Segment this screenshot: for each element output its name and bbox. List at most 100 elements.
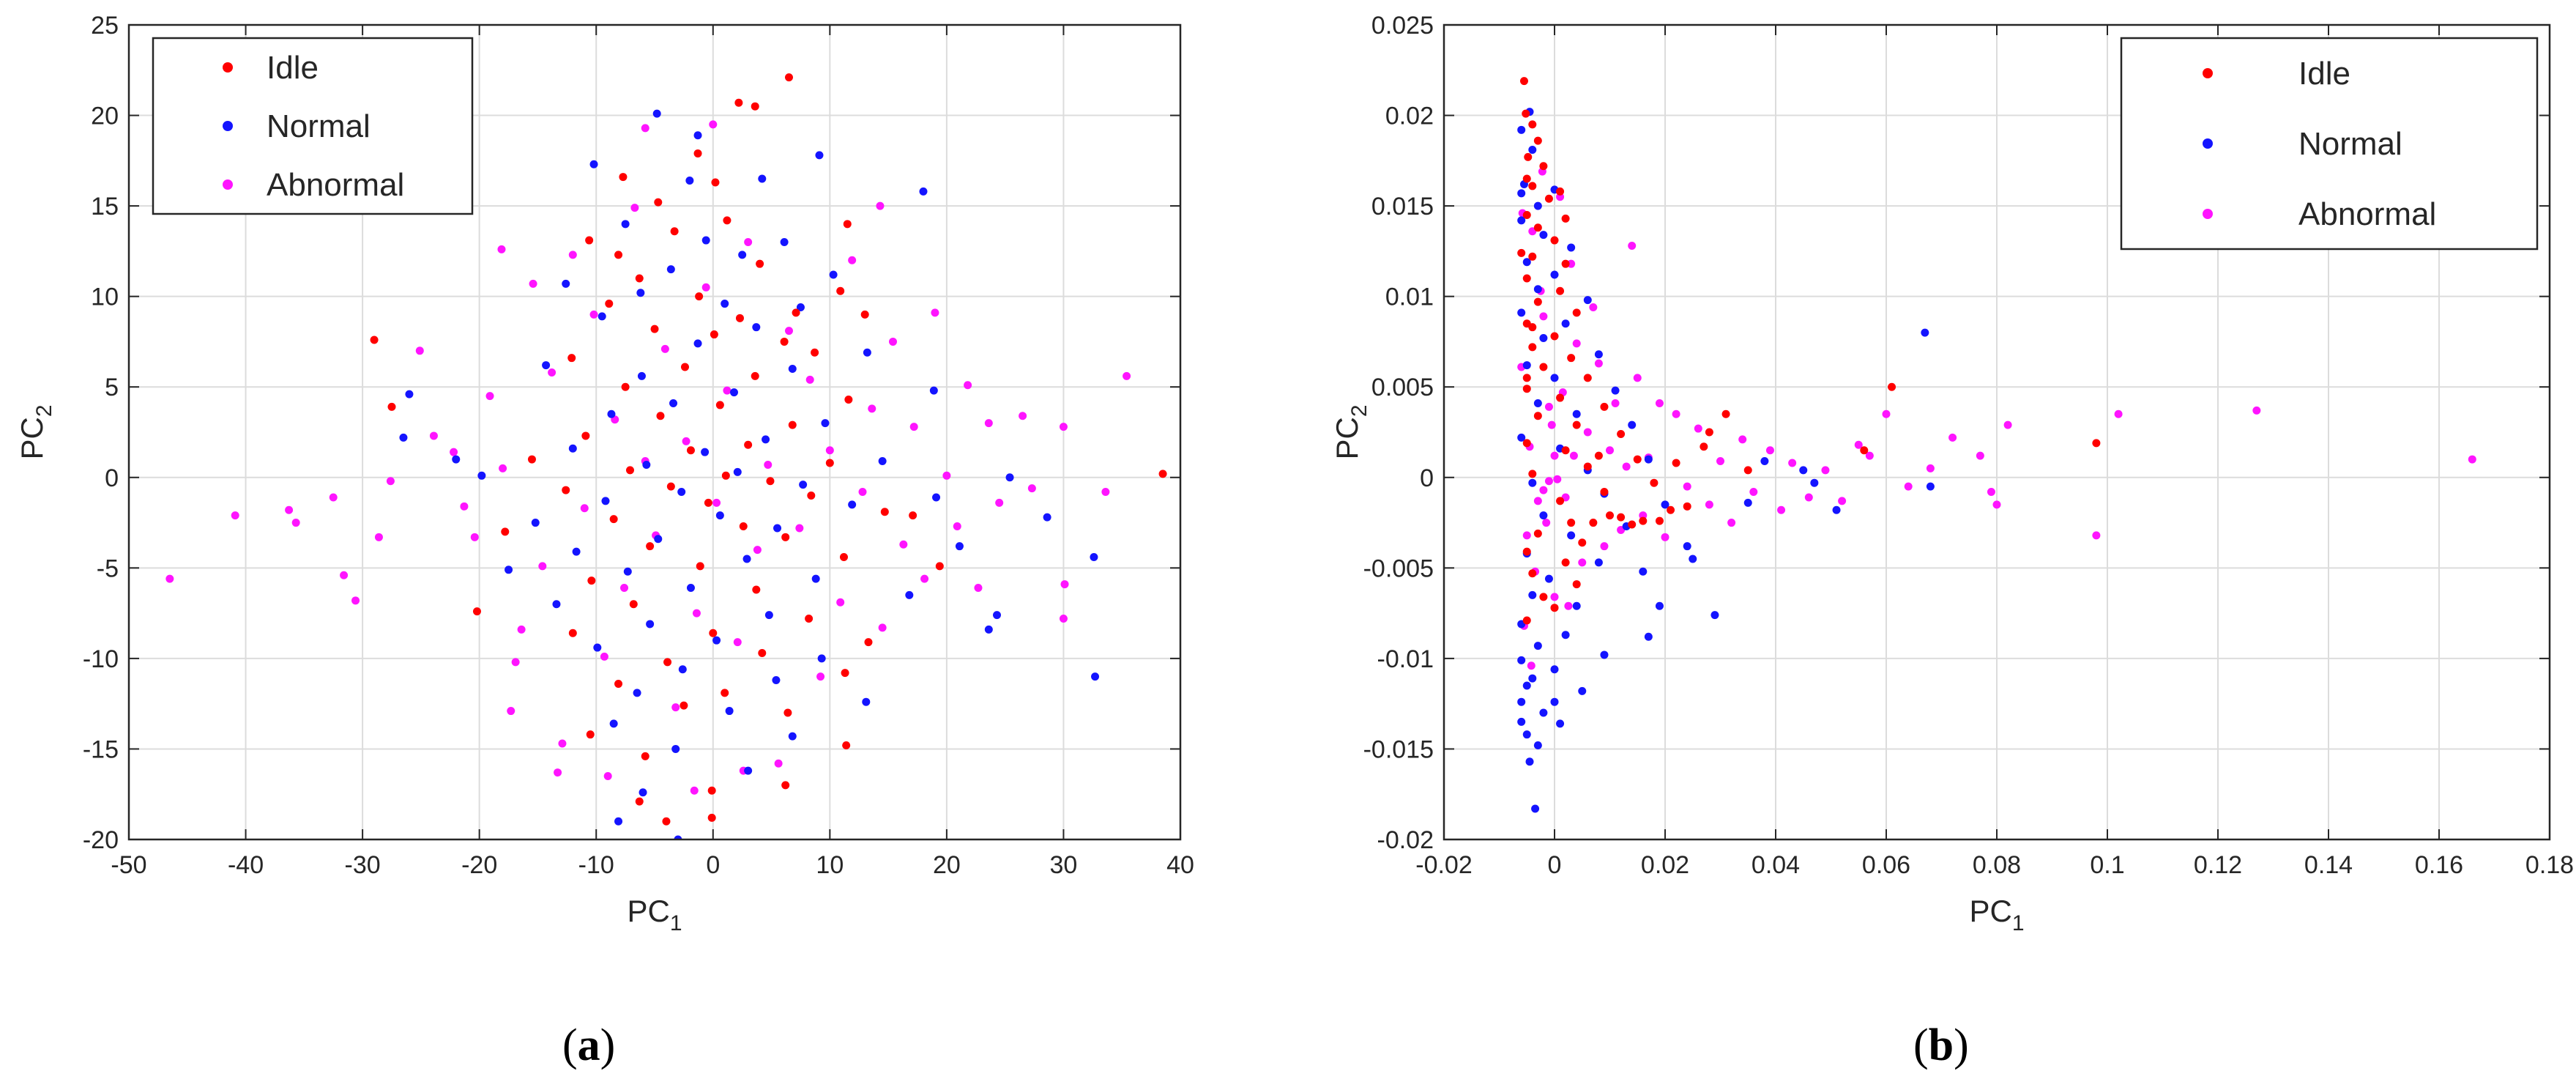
point-idle-26: [1556, 393, 1565, 402]
point-idle-70: [783, 708, 792, 717]
point-normal-44: [1528, 590, 1537, 599]
point-normal-69: [1522, 681, 1531, 690]
y-axis-label: PC2: [1330, 404, 1371, 459]
x-axis-label: PC1: [627, 894, 682, 935]
legend-b: Idle Normal Abnormal: [2120, 37, 2539, 251]
point-abnormal-26: [1683, 482, 1691, 491]
point-abnormal-47: [1550, 593, 1559, 601]
point-abnormal-58: [1542, 519, 1551, 527]
point-abnormal-5: [340, 571, 349, 579]
point-abnormal-13: [470, 533, 479, 541]
point-normal-42: [1544, 574, 1553, 583]
x-tick-label-10: 0.18: [2525, 851, 2574, 879]
point-normal-35: [733, 467, 742, 476]
point-normal-46: [1710, 611, 1719, 620]
point-normal-58: [1522, 730, 1531, 739]
point-idle-59: [629, 600, 638, 609]
point-idle-61: [1672, 459, 1680, 467]
point-idle-31: [1522, 439, 1531, 448]
point-normal-12: [1583, 296, 1592, 305]
point-normal-51: [1090, 553, 1098, 562]
point-idle-62: [568, 629, 577, 637]
point-abnormal-42: [1578, 558, 1587, 567]
y-tick-label-4: 0: [1420, 464, 1434, 492]
point-idle-21: [1528, 343, 1537, 352]
point-abnormal-77: [709, 120, 718, 129]
point-normal-16: [598, 312, 606, 321]
point-abnormal-43: [784, 327, 793, 335]
point-abnormal-74: [554, 768, 562, 777]
point-normal-77: [505, 566, 513, 574]
point-abnormal-67: [1544, 477, 1553, 486]
point-normal-2: [1528, 146, 1537, 155]
point-idle-50: [501, 527, 510, 536]
point-abnormal-28: [1661, 533, 1669, 541]
point-idle-57: [1743, 466, 1752, 475]
point-normal-26: [669, 398, 678, 407]
point-idle-29: [844, 396, 853, 404]
point-idle-18: [792, 308, 800, 317]
point-idle-42: [666, 482, 675, 491]
point-idle-4: [1524, 152, 1533, 161]
point-abnormal-23: [580, 504, 589, 513]
point-normal-25: [729, 388, 738, 397]
point-idle-60: [805, 615, 814, 623]
point-abnormal-73: [603, 772, 612, 781]
point-idle-39: [1667, 505, 1675, 514]
point-idle-52: [646, 542, 655, 551]
y-tick-label-3: -0.005: [1363, 555, 1434, 582]
point-normal-40: [1594, 558, 1603, 567]
point-abnormal-23: [1716, 457, 1724, 466]
panel-label-b-close: ): [1954, 1020, 1969, 1070]
point-normal-33: [1832, 505, 1841, 514]
point-idle-55: [1700, 442, 1708, 451]
point-abnormal-12: [1865, 451, 1874, 460]
point-idle-63: [1705, 428, 1713, 437]
point-idle-1: [1522, 109, 1530, 118]
point-normal-9: [738, 251, 747, 259]
point-normal-15: [796, 303, 805, 311]
point-normal-22: [1572, 409, 1581, 418]
point-idle-43: [1589, 519, 1598, 527]
point-normal-14: [721, 300, 729, 308]
point-normal-13: [636, 289, 645, 297]
point-abnormal-20: [548, 368, 556, 377]
point-abnormal-79: [876, 201, 885, 210]
point-abnormal-61: [974, 584, 983, 593]
point-idle-45: [1158, 470, 1167, 478]
point-idle-8: [843, 220, 852, 229]
point-normal-64: [1600, 650, 1609, 659]
point-abnormal-63: [995, 498, 1004, 507]
legend-marker-abnormal: [223, 179, 233, 190]
point-abnormal-38: [1600, 542, 1609, 551]
point-normal-45: [1572, 601, 1581, 610]
point-normal-26: [1644, 455, 1653, 464]
point-idle-64: [758, 648, 767, 657]
point-idle-61: [709, 629, 718, 637]
point-normal-21: [788, 365, 797, 374]
point-idle-24: [1583, 374, 1592, 382]
point-normal-51: [1517, 656, 1526, 664]
point-normal-10: [1550, 270, 1559, 279]
point-abnormal-11: [1882, 409, 1891, 418]
point-normal-50: [1533, 642, 1542, 650]
point-idle-64: [1606, 511, 1614, 520]
point-idle-9: [670, 227, 679, 236]
point-abnormal-13: [1854, 440, 1863, 449]
point-normal-52: [1550, 665, 1559, 674]
point-abnormal-2: [285, 505, 294, 514]
point-normal-39: [677, 488, 686, 497]
x-tick-label-7: 0.12: [2194, 851, 2242, 879]
point-abnormal-37: [1606, 446, 1614, 455]
point-normal-17: [752, 323, 761, 332]
ticks-b: -0.02 0 0.02 0.04 0.06 0.08 0.1 0.12 0.14 0.16 0.1…: [1363, 12, 2575, 879]
point-idle-11: [614, 251, 623, 259]
point-normal-21: [1533, 398, 1542, 407]
point-abnormal-51: [868, 404, 876, 413]
point-normal-41: [848, 500, 857, 509]
point-normal-60: [593, 643, 602, 652]
point-normal-12: [562, 279, 570, 288]
point-abnormal-65: [1027, 484, 1036, 493]
point-abnormal-44: [1567, 259, 1576, 268]
point-abnormal-70: [1123, 371, 1131, 380]
